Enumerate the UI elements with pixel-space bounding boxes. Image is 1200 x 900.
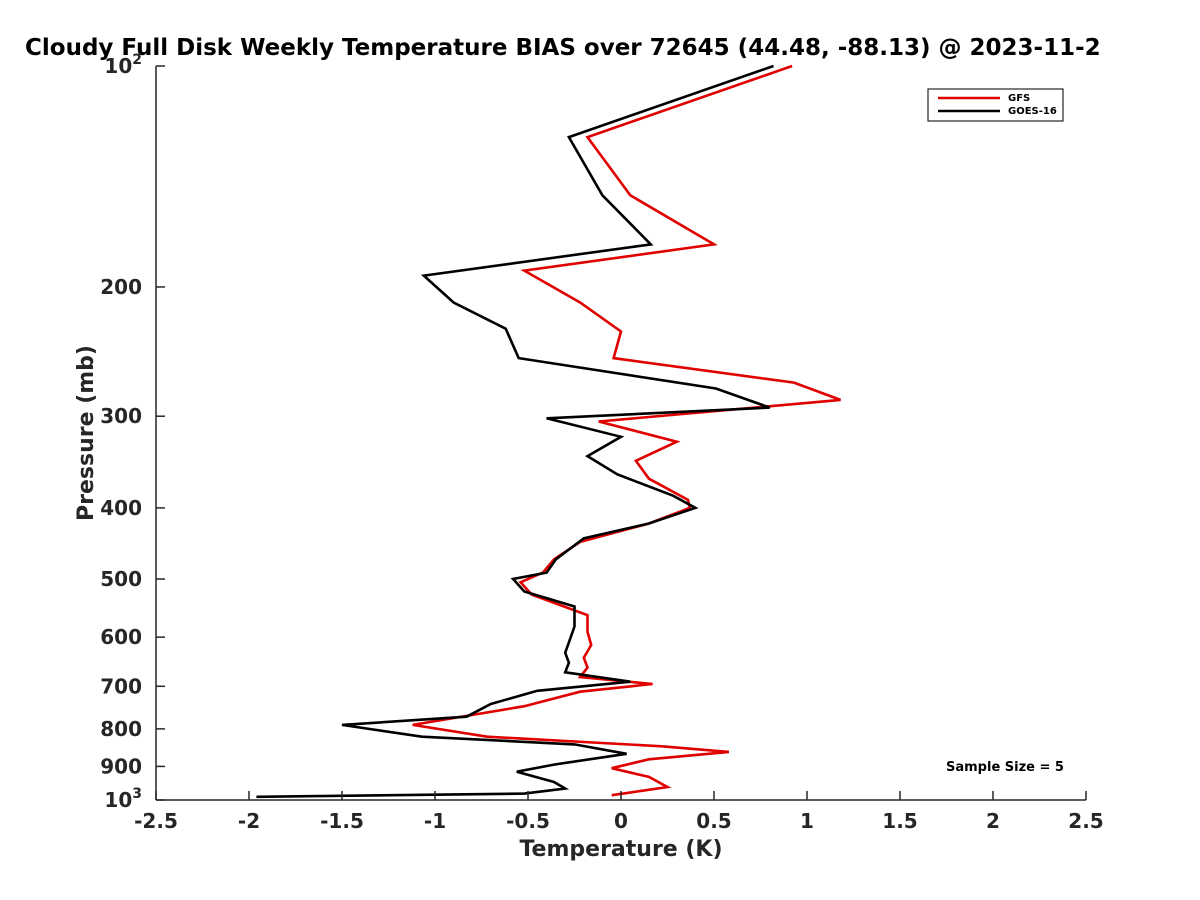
x-tick-label: -1.5 <box>320 809 364 833</box>
plot-area: -2.5 -2 -1.5 -1 -0.5 0 0.5 1 1.5 2 2.5 200 300 400 50… <box>100 52 1103 833</box>
x-tick-label: -0.5 <box>506 809 550 833</box>
y-tick-label: 700 <box>100 674 142 698</box>
sample-size-annotation: Sample Size = 5 <box>946 760 1064 775</box>
x-axis-label: Temperature (K) <box>519 837 722 862</box>
x-tick-label: 1 <box>800 809 814 833</box>
y-tick-label-power: 102 <box>104 52 142 78</box>
x-ticks: -2.5 -2 -1.5 -1 -0.5 0 0.5 1 1.5 2 2.5 <box>134 791 1104 833</box>
x-tick-label: 1.5 <box>882 809 917 833</box>
chart-title: Cloudy Full Disk Weekly Temperature BIAS… <box>25 35 1101 61</box>
legend: GFS GOES-16 <box>927 88 1064 122</box>
legend-box <box>927 88 1064 122</box>
y-tick-label: 800 <box>100 717 142 741</box>
x-tick-label: 2.5 <box>1068 809 1103 833</box>
series-line-gfs <box>412 64 841 797</box>
series-layer <box>256 64 841 799</box>
x-tick-label: 0.5 <box>696 809 731 833</box>
legend-label-goes16: GOES-16 <box>1008 106 1057 117</box>
y-tick-label: 400 <box>100 496 142 520</box>
y-tick-label: 600 <box>100 625 142 649</box>
y-tick-label: 300 <box>100 404 142 428</box>
y-tick-label: 900 <box>100 754 142 778</box>
x-tick-label: 2 <box>986 809 1000 833</box>
y-tick-label: 500 <box>100 567 142 591</box>
x-tick-label: -2.5 <box>134 809 178 833</box>
x-tick-label: -1 <box>424 809 446 833</box>
legend-label-gfs: GFS <box>1008 93 1030 104</box>
x-tick-label: -2 <box>238 809 260 833</box>
y-axis-label: Pressure (mb) <box>74 345 99 521</box>
y-tick-label-power: 103 <box>104 786 142 812</box>
y-tick-label: 200 <box>100 275 142 299</box>
x-tick-label: 0 <box>614 809 628 833</box>
y-ticks: 200 300 400 500 600 700 800 900 102 103 <box>100 52 165 812</box>
series-line-goes-16 <box>256 64 774 799</box>
